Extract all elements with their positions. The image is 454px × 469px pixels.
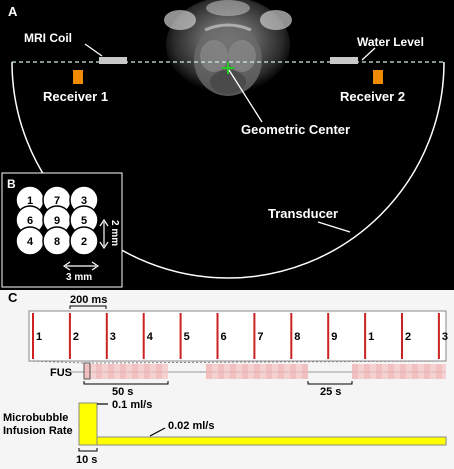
timing-diagram: C 200 ms 1 2 3 4 5 6 7 8 9 1 2 3 FUS 50 s 25 s Micr… bbox=[3, 290, 448, 466]
fus-burst bbox=[108, 364, 114, 379]
fus-burst bbox=[132, 364, 138, 379]
pulse-sequence-box bbox=[28, 310, 447, 362]
fus-burst bbox=[242, 364, 248, 379]
transducer-element bbox=[69, 226, 99, 256]
steady-infusion-block bbox=[96, 436, 447, 446]
on-duration-label: 50 s bbox=[112, 386, 133, 398]
fus-burst bbox=[290, 364, 296, 379]
pulse-element-label: 3 bbox=[442, 331, 448, 343]
pulse-element-label: 7 bbox=[257, 331, 263, 343]
geometric-center-label: Geometric Center bbox=[241, 122, 350, 137]
pulse-element-label: 3 bbox=[110, 331, 116, 343]
fus-on-block bbox=[84, 364, 168, 379]
fus-burst bbox=[120, 364, 126, 379]
geometric-center-leader bbox=[228, 69, 263, 123]
setup-diagram: A MRI Coil Water Level Receiver 1 Receiv… bbox=[1, 0, 445, 288]
panel-b: B 1 7 3 6 9 5 4 8 2 2 mm 3 mm bbox=[1, 172, 123, 288]
transducer-label: Transducer bbox=[268, 206, 338, 221]
fus-burst bbox=[206, 364, 212, 379]
transducer-element-label: 4 bbox=[27, 236, 34, 248]
receiver-1-label: Receiver 1 bbox=[43, 89, 108, 104]
panel-a: A MRI Coil Water Level Receiver 1 Receiv… bbox=[0, 0, 454, 290]
fus-burst bbox=[96, 364, 102, 379]
transducer-element-label: 7 bbox=[54, 195, 60, 207]
transducer-element-label: 2 bbox=[81, 236, 87, 248]
zoom-window bbox=[83, 362, 91, 380]
pulse-element-label: 9 bbox=[331, 331, 337, 343]
pulse-sequence: 1 2 3 4 5 6 7 8 9 1 2 3 bbox=[32, 313, 448, 359]
dim-vertical-label: 2 mm bbox=[109, 220, 120, 246]
pulse-interval-label: 200 ms bbox=[70, 294, 107, 306]
fus-on-block bbox=[206, 364, 308, 379]
receiver-2-marker bbox=[373, 70, 383, 84]
fus-burst bbox=[84, 364, 90, 379]
fus-burst bbox=[278, 364, 284, 379]
fus-burst bbox=[424, 364, 430, 379]
fus-burst bbox=[400, 364, 406, 379]
pulse-interval-bracket bbox=[69, 305, 107, 309]
steady-rate-leader bbox=[149, 427, 166, 437]
bolus-duration-label: 10 s bbox=[76, 454, 97, 466]
fus-burst bbox=[218, 364, 224, 379]
fus-sonication-blocks bbox=[84, 364, 446, 379]
transducer-element-label: 1 bbox=[27, 195, 33, 207]
fus-burst bbox=[436, 364, 442, 379]
transducer-element-label: 3 bbox=[81, 195, 87, 207]
fus-burst bbox=[376, 364, 382, 379]
transducer-element-label: 8 bbox=[54, 236, 60, 248]
fus-burst bbox=[364, 364, 370, 379]
steady-rate-label: 0.02 ml/s bbox=[168, 420, 214, 432]
transducer-element-label: 5 bbox=[81, 215, 87, 227]
pulse-element-label: 1 bbox=[368, 331, 374, 343]
fus-on-block bbox=[352, 364, 446, 379]
infusion-label-line1: Microbubble bbox=[3, 412, 68, 424]
receiver-2-label: Receiver 2 bbox=[340, 89, 405, 104]
fus-burst bbox=[266, 364, 272, 379]
mri-coil-left bbox=[99, 57, 127, 64]
off-duration-label: 25 s bbox=[320, 386, 341, 398]
fus-burst bbox=[302, 364, 308, 379]
receiver-1-marker bbox=[73, 70, 83, 84]
infusion-label-line2: Infusion Rate bbox=[3, 425, 73, 437]
mri-coil-label: MRI Coil bbox=[24, 31, 72, 45]
panel-a-letter: A bbox=[8, 4, 18, 19]
fus-burst bbox=[230, 364, 236, 379]
bolus-duration-bracket bbox=[78, 448, 98, 452]
water-level-label: Water Level bbox=[357, 35, 424, 49]
panel-c-letter: C bbox=[8, 290, 18, 305]
fus-burst bbox=[352, 364, 358, 379]
panel-c: C 200 ms 1 2 3 4 5 6 7 8 9 1 2 3 FUS 50 s 25 s Micr… bbox=[0, 290, 454, 469]
fus-burst bbox=[144, 364, 150, 379]
pulse-element-label: 5 bbox=[184, 331, 190, 343]
pulse-element-label: 1 bbox=[36, 331, 42, 343]
geometric-center-marker bbox=[222, 62, 234, 74]
pulse-element-label: 6 bbox=[221, 331, 227, 343]
transducer-element-grid: 1 7 3 6 9 5 4 8 2 bbox=[15, 185, 99, 256]
fus-burst bbox=[412, 364, 418, 379]
fus-burst bbox=[156, 364, 162, 379]
mri-coil-right bbox=[330, 57, 358, 64]
fus-burst bbox=[388, 364, 394, 379]
zoom-line-right bbox=[89, 360, 447, 364]
mri-brain-image bbox=[164, 0, 292, 96]
pulse-element-label: 2 bbox=[405, 331, 411, 343]
pulse-element-label: 2 bbox=[73, 331, 79, 343]
water-level-leader bbox=[361, 47, 376, 61]
panel-b-letter: B bbox=[7, 177, 16, 191]
bolus-block bbox=[78, 402, 98, 446]
transducer-leader bbox=[317, 221, 351, 233]
bolus-rate-label: 0.1 ml/s bbox=[112, 399, 152, 411]
dim-horizontal-label: 3 mm bbox=[66, 272, 92, 283]
transducer-arc bbox=[11, 61, 445, 279]
zoom-line-left bbox=[28, 360, 85, 364]
fus-label: FUS bbox=[50, 367, 72, 379]
pulse-element-label: 8 bbox=[294, 331, 300, 343]
on-duration-bracket bbox=[83, 381, 169, 385]
off-duration-bracket bbox=[307, 381, 353, 385]
pulse-element-label: 4 bbox=[147, 331, 154, 343]
transducer-element-label: 9 bbox=[54, 215, 60, 227]
transducer-element-label: 6 bbox=[27, 215, 33, 227]
mri-coil-leader bbox=[84, 43, 103, 57]
fus-burst bbox=[254, 364, 260, 379]
